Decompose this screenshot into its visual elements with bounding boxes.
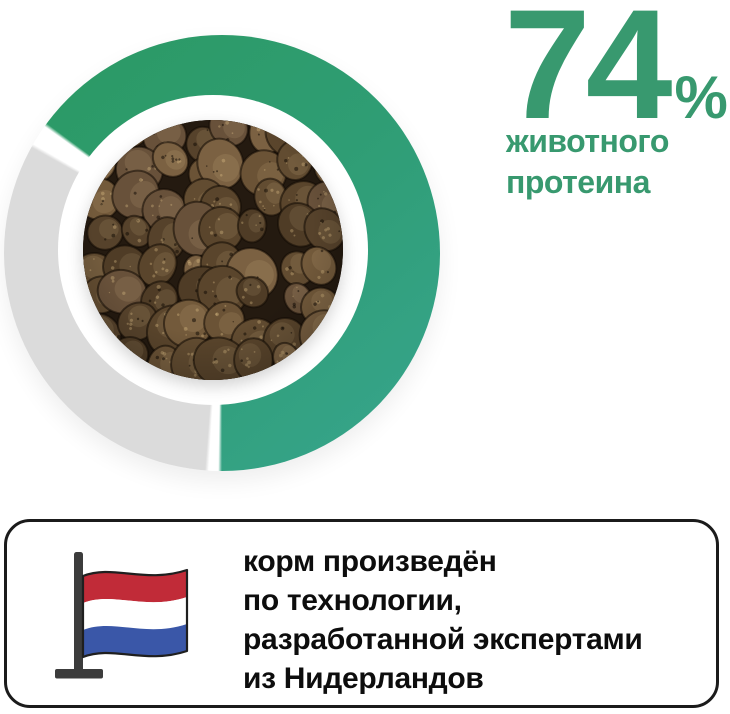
kibble-photo: [83, 120, 343, 380]
percent-value: 74: [504, 0, 673, 152]
origin-card-text: корм произведён по технологии, разработа…: [243, 545, 643, 695]
origin-card: корм произведён по технологии, разработа…: [4, 519, 719, 708]
headline-caption: животного протеина: [506, 123, 669, 200]
photo-vignette: [83, 120, 343, 380]
percent-sign: %: [674, 64, 728, 131]
netherlands-flag-icon: [55, 552, 189, 679]
percent-headline: 74%: [504, 0, 728, 155]
